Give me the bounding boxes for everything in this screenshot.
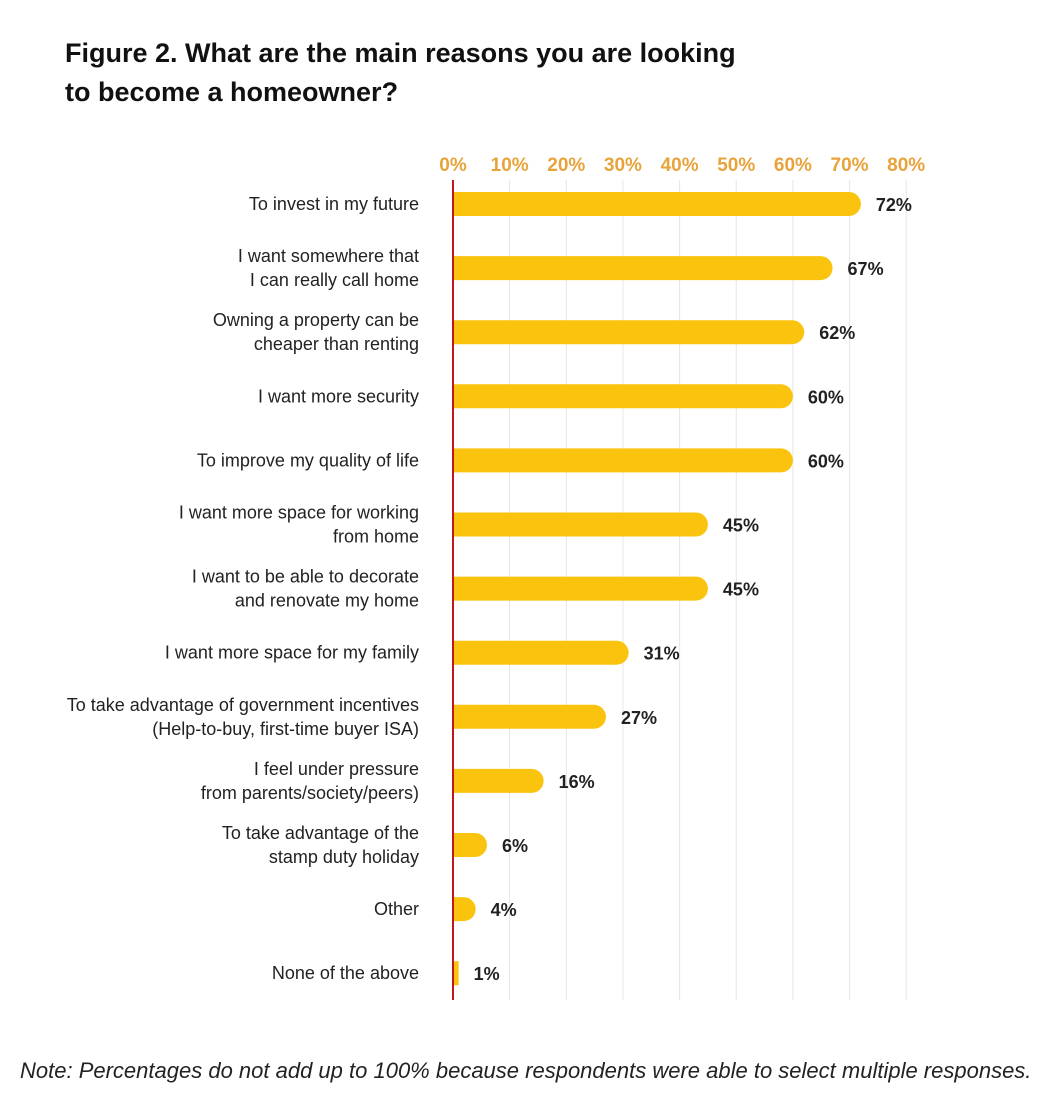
bar bbox=[453, 512, 708, 537]
bar bbox=[453, 768, 544, 793]
category-label: I want more security bbox=[258, 386, 419, 406]
bar-value-label: 67% bbox=[848, 259, 884, 279]
category-label: from parents/society/peers) bbox=[201, 783, 419, 803]
bar-value-label: 1% bbox=[474, 964, 500, 984]
category-label: None of the above bbox=[272, 963, 419, 983]
x-tick-label: 20% bbox=[547, 155, 585, 176]
chart-note: Note: Percentages do not add up to 100% … bbox=[20, 1058, 1032, 1083]
bar bbox=[453, 192, 861, 216]
x-tick-label: 80% bbox=[887, 155, 925, 176]
category-label: To take advantage of government incentiv… bbox=[67, 695, 419, 715]
bar-value-label: 72% bbox=[876, 195, 912, 215]
category-label: from home bbox=[333, 527, 419, 547]
category-label: cheaper than renting bbox=[254, 334, 419, 354]
x-tick-label: 10% bbox=[491, 155, 529, 176]
category-label: I feel under pressure bbox=[254, 759, 419, 779]
category-label: I want more space for my family bbox=[165, 643, 419, 663]
bar bbox=[453, 897, 476, 922]
bar-value-label: 60% bbox=[808, 451, 844, 471]
x-tick-label: 0% bbox=[439, 155, 467, 176]
bar bbox=[453, 833, 487, 857]
bar-value-label: 45% bbox=[723, 516, 759, 536]
bar bbox=[453, 704, 606, 729]
category-label: To take advantage of the bbox=[222, 823, 419, 843]
bar-value-label: 60% bbox=[808, 387, 844, 407]
bar-value-label: 62% bbox=[819, 323, 855, 343]
x-tick-label: 70% bbox=[831, 155, 869, 176]
category-label: To improve my quality of life bbox=[197, 450, 419, 470]
bar bbox=[453, 576, 708, 601]
category-label: Other bbox=[374, 899, 419, 919]
category-label: I can really call home bbox=[250, 270, 419, 290]
category-label: I want more space for working bbox=[179, 503, 419, 523]
x-tick-label: 40% bbox=[661, 155, 699, 176]
bar bbox=[453, 961, 459, 986]
category-label: stamp duty holiday bbox=[269, 847, 419, 867]
bar-value-label: 31% bbox=[644, 644, 680, 664]
x-tick-label: 30% bbox=[604, 155, 642, 176]
category-label: I want to be able to decorate bbox=[192, 567, 419, 587]
category-label: Owning a property can be bbox=[213, 310, 419, 330]
bar bbox=[453, 320, 805, 345]
category-label: (Help-to-buy, first-time buyer ISA) bbox=[152, 719, 419, 739]
bar bbox=[453, 256, 833, 281]
bar-value-label: 27% bbox=[621, 708, 657, 728]
bar-value-label: 6% bbox=[502, 836, 528, 856]
bar bbox=[453, 384, 793, 409]
category-label: and renovate my home bbox=[235, 591, 419, 611]
chart-title: Figure 2. What are the main reasons you … bbox=[65, 34, 825, 112]
bar-value-label: 16% bbox=[559, 772, 595, 792]
chart-title-line-1: Figure 2. What are the main reasons you … bbox=[65, 38, 736, 68]
x-tick-label: 60% bbox=[774, 155, 812, 176]
category-label: I want somewhere that bbox=[238, 246, 419, 266]
bar bbox=[453, 448, 793, 473]
bar-value-label: 4% bbox=[491, 900, 517, 920]
bar bbox=[453, 640, 629, 665]
category-label: To invest in my future bbox=[249, 194, 419, 214]
x-tick-label: 50% bbox=[717, 155, 755, 176]
chart-title-line-2: to become a homeowner? bbox=[65, 77, 399, 107]
bar-value-label: 45% bbox=[723, 580, 759, 600]
bar-chart: 0% 10% 20% 30% 40% 50% 60% 70% 80% 72% To invest i… bbox=[67, 155, 925, 1000]
